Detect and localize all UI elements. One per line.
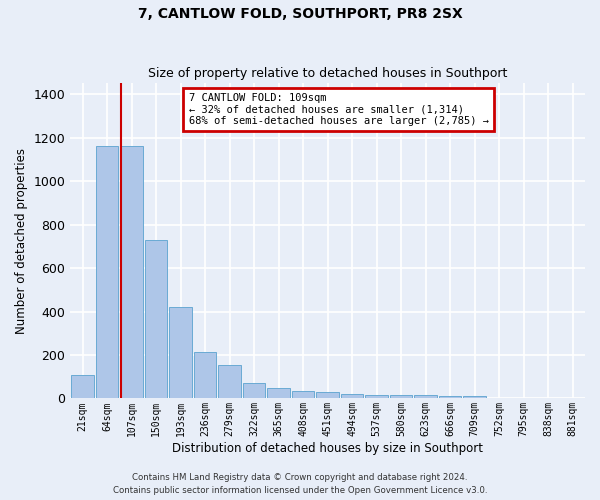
Bar — [218, 366, 241, 398]
Bar — [341, 394, 364, 398]
Text: Contains HM Land Registry data © Crown copyright and database right 2024.
Contai: Contains HM Land Registry data © Crown c… — [113, 474, 487, 495]
Bar — [243, 383, 265, 398]
Y-axis label: Number of detached properties: Number of detached properties — [15, 148, 28, 334]
Text: 7, CANTLOW FOLD, SOUTHPORT, PR8 2SX: 7, CANTLOW FOLD, SOUTHPORT, PR8 2SX — [137, 8, 463, 22]
Bar — [463, 396, 486, 398]
Bar — [268, 388, 290, 398]
Title: Size of property relative to detached houses in Southport: Size of property relative to detached ho… — [148, 66, 508, 80]
Bar — [439, 396, 461, 398]
Bar — [71, 375, 94, 398]
Bar — [292, 391, 314, 398]
Bar — [415, 395, 437, 398]
Bar — [390, 395, 412, 398]
Bar — [96, 146, 118, 399]
Bar — [145, 240, 167, 398]
Bar — [316, 392, 339, 398]
Bar — [194, 352, 217, 399]
Text: 7 CANTLOW FOLD: 109sqm
← 32% of detached houses are smaller (1,314)
68% of semi-: 7 CANTLOW FOLD: 109sqm ← 32% of detached… — [188, 93, 488, 126]
X-axis label: Distribution of detached houses by size in Southport: Distribution of detached houses by size … — [172, 442, 483, 455]
Bar — [120, 146, 143, 399]
Bar — [169, 307, 192, 398]
Bar — [365, 395, 388, 398]
